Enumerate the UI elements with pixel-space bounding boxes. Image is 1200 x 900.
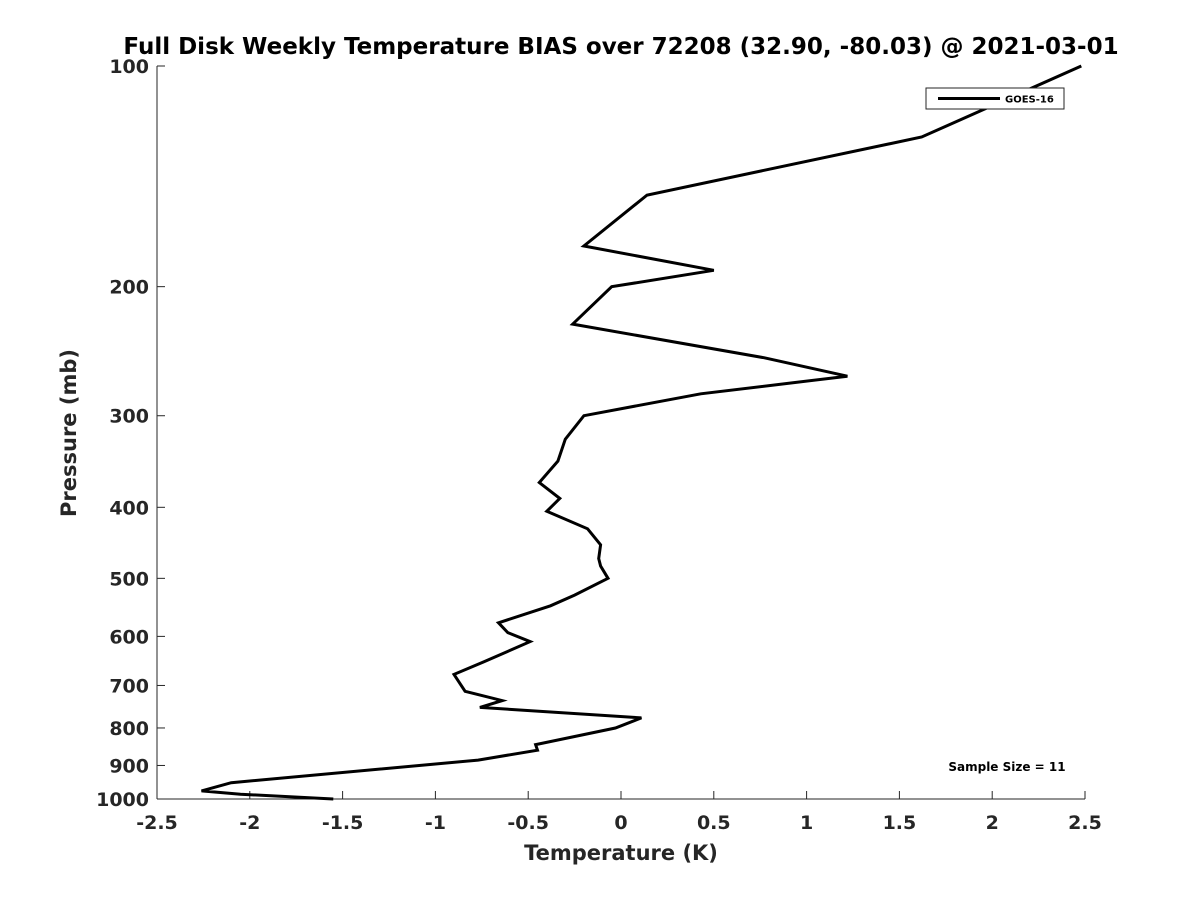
y-tick-label: 1000 bbox=[96, 789, 149, 811]
y-tick-label: 500 bbox=[109, 568, 149, 590]
x-tick-label: 2.5 bbox=[1068, 812, 1102, 834]
y-tick-label: 400 bbox=[109, 497, 149, 519]
x-tick-label: 0 bbox=[614, 812, 627, 834]
y-axis-label: Pressure (mb) bbox=[57, 349, 81, 517]
x-tick-label: -1 bbox=[425, 812, 446, 834]
y-tick-label: 100 bbox=[109, 56, 149, 78]
x-tick-label: -2 bbox=[239, 812, 260, 834]
y-axis-ticks: 100 200 300 400 500 600 700 800 900 1000 bbox=[96, 56, 165, 811]
x-tick-label: -2.5 bbox=[136, 812, 178, 834]
x-tick-label: 1.5 bbox=[883, 812, 917, 834]
y-tick-label: 300 bbox=[109, 406, 149, 428]
y-tick-label: 700 bbox=[109, 675, 149, 697]
sample-size-annotation: Sample Size = 11 bbox=[948, 760, 1065, 774]
x-tick-label: -1.5 bbox=[322, 812, 364, 834]
chart-title: Full Disk Weekly Temperature BIAS over 7… bbox=[123, 34, 1118, 60]
y-tick-label: 900 bbox=[109, 755, 149, 777]
x-axis-ticks: -2.5 -2 -1.5 -1 -0.5 0 0.5 1 1.5 2 2.5 bbox=[136, 791, 1102, 834]
y-tick-label: 800 bbox=[109, 718, 149, 740]
x-tick-label: 2 bbox=[986, 812, 999, 834]
x-tick-label: -0.5 bbox=[507, 812, 549, 834]
legend: GOES-16 bbox=[925, 87, 1065, 110]
x-tick-label: 0.5 bbox=[697, 812, 731, 834]
y-tick-label: 600 bbox=[109, 626, 149, 648]
series-line-goes-16 bbox=[201, 64, 1082, 801]
x-tick-label: 1 bbox=[800, 812, 813, 834]
y-tick-label: 200 bbox=[109, 277, 149, 299]
legend-label-goes-16: GOES-16 bbox=[1005, 95, 1054, 106]
series-group bbox=[201, 64, 1082, 801]
x-axis-label: Temperature (K) bbox=[524, 841, 718, 865]
